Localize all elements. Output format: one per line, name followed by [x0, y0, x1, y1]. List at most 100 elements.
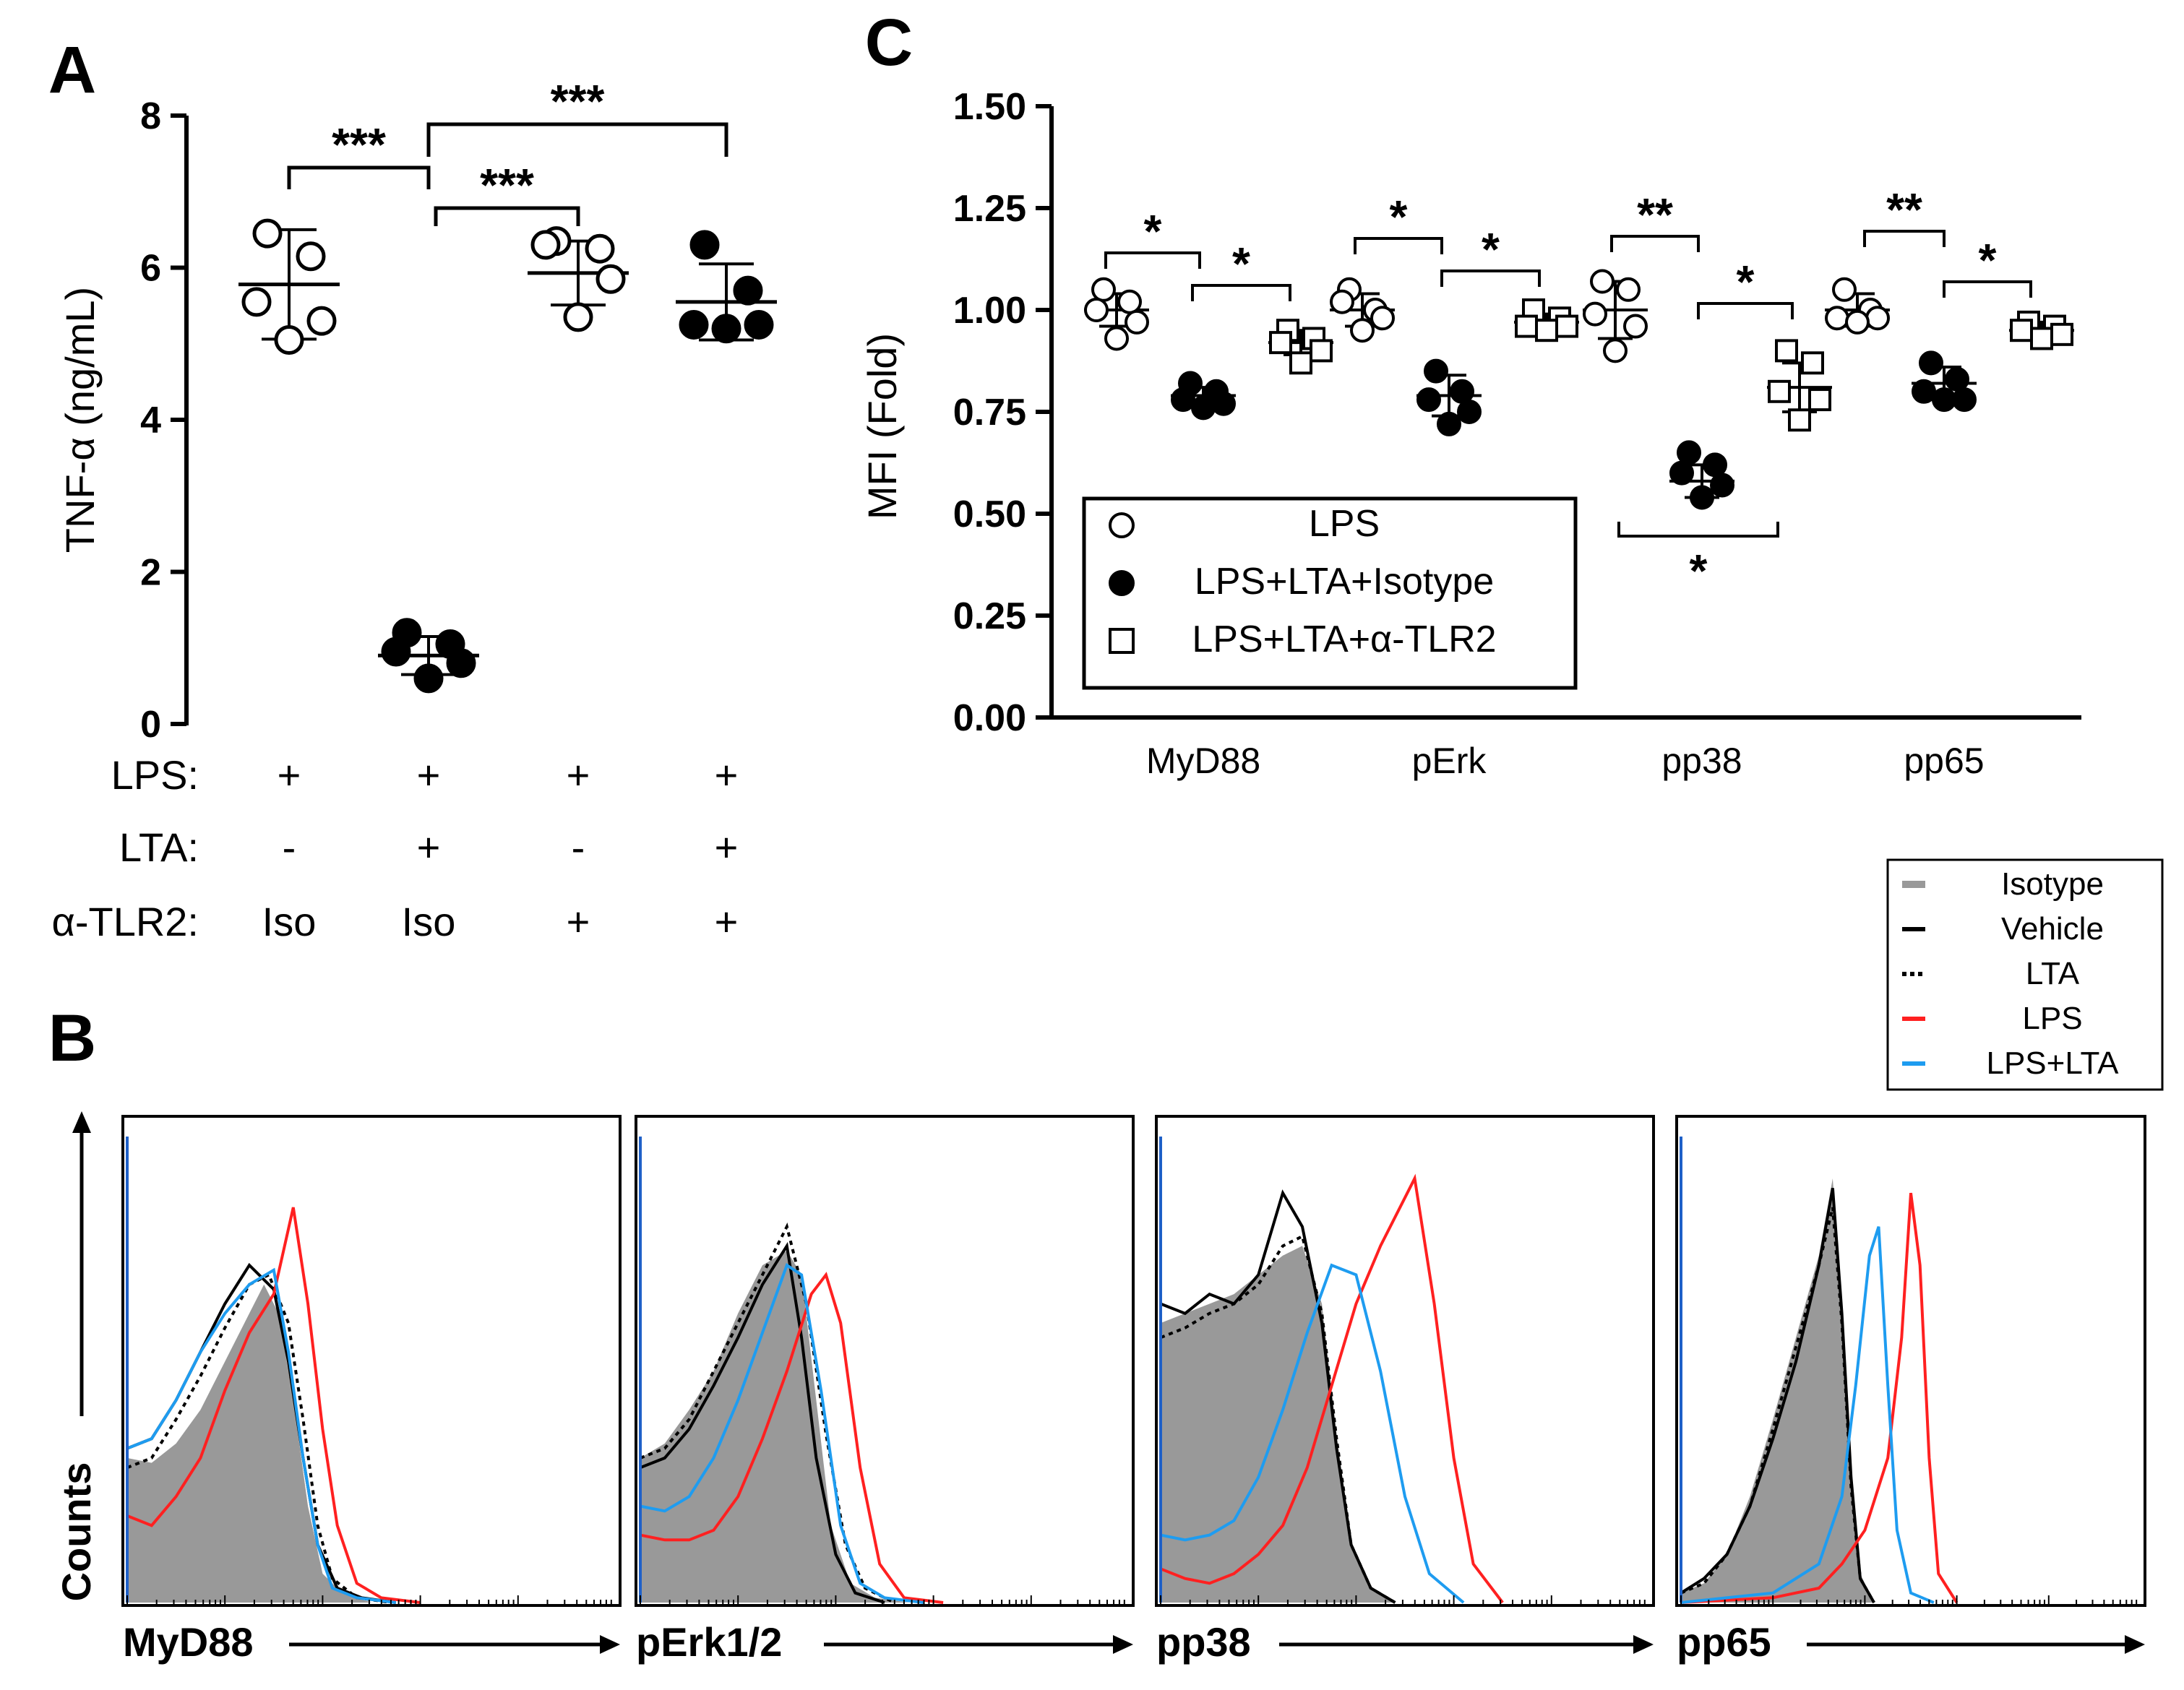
- b-curve-lps: [640, 1272, 944, 1604]
- c-data-point: [1952, 387, 1977, 413]
- b-histogram-pp65: pp65: [1675, 1115, 2146, 1665]
- a-data-point: [274, 324, 304, 355]
- c-data-point: [1555, 314, 1578, 338]
- a-condition-row-label: LPS:: [111, 752, 199, 798]
- c-y-tick-label: 0.25: [953, 595, 1026, 637]
- c-legend-marker: [1109, 628, 1135, 654]
- c-significance-bracket: [1943, 280, 2032, 298]
- a-data-point: [241, 287, 272, 317]
- c-data-point: [1788, 408, 1811, 432]
- c-data-point: [1590, 269, 1615, 294]
- b-x-label: pp38: [1156, 1619, 1251, 1665]
- c-significance-stars: *: [1232, 238, 1250, 290]
- c-legend-marker: [1109, 570, 1135, 596]
- b-curve-vehicle: [1160, 1189, 1396, 1604]
- c-data-point: [1623, 314, 1648, 339]
- a-group-2: [378, 618, 479, 694]
- a-data-point: [413, 663, 444, 694]
- b-legend-label: Vehicle: [2001, 911, 2104, 947]
- b-counts-label: Counts: [53, 1462, 99, 1602]
- a-condition-value: +: [417, 752, 441, 798]
- b-histogram-perk12: pErk1/2: [635, 1115, 1135, 1665]
- a-data-point: [744, 309, 774, 340]
- b-curve-lps: [1160, 1173, 1504, 1604]
- c-data-point: [1084, 298, 1109, 322]
- a-condition-value: +: [278, 752, 301, 798]
- b-curve-lpslta: [1680, 1226, 1935, 1604]
- c-data-point: [1211, 391, 1236, 416]
- c-y-tick-label: 1.50: [953, 86, 1026, 128]
- a-y-tick-label: 0: [140, 704, 161, 746]
- a-data-point: [446, 648, 476, 678]
- c-data-point: [1191, 395, 1216, 421]
- a-y-axis-title: TNF-α (ng/mL): [57, 287, 103, 553]
- a-data-point: [381, 637, 411, 667]
- c-data-point: [1117, 289, 1142, 314]
- c-data-point: [1768, 379, 1791, 403]
- b-x-arrow-head: [2125, 1635, 2145, 1654]
- c-data-point: [1603, 338, 1628, 363]
- a-significance-bracket: [434, 206, 580, 226]
- c-data-point: [1535, 319, 1558, 342]
- b-curve-lta: [1160, 1234, 1396, 1604]
- a-data-point: [296, 241, 326, 272]
- b-curve-lpslta: [1160, 1263, 1465, 1604]
- a-y-tick-label: 2: [140, 552, 161, 594]
- c-category-label: pp38: [1661, 741, 1742, 781]
- panel-label-a: A: [48, 33, 96, 107]
- c-data-point: [1801, 351, 1824, 375]
- a-y-tick-label: 4: [140, 400, 161, 441]
- b-curve-vehicle: [640, 1241, 885, 1604]
- c-legend-label: LPS+LTA+Isotype: [1195, 561, 1494, 603]
- c-data-point: [1912, 379, 1936, 404]
- c-category-label: pp65: [1904, 741, 1984, 781]
- c-significance-stars: *: [1690, 545, 1708, 597]
- a-y-tick-label: 6: [140, 248, 161, 290]
- c-data-point: [1945, 366, 1969, 392]
- b-x-label: MyD88: [123, 1619, 254, 1665]
- c-data-point: [1350, 318, 1375, 343]
- a-significance-bracket: [426, 122, 728, 157]
- c-significance-bracket: [1354, 237, 1443, 254]
- c-significance-stars: *: [1737, 256, 1755, 308]
- b-curve-lps: [126, 1207, 421, 1604]
- b-isotype-area: [1681, 1178, 1875, 1603]
- c-y-tick-label: 1.00: [953, 290, 1026, 332]
- b-curve-lta: [640, 1223, 895, 1604]
- a-data-point: [563, 302, 593, 332]
- a-significance-stars: ***: [480, 159, 534, 211]
- c-series-3: [1268, 298, 2074, 432]
- b-legend-label: Isotype: [2001, 866, 2104, 902]
- a-significance-stars: ***: [551, 75, 605, 127]
- a-condition-value: -: [572, 824, 585, 870]
- b-curve-lta: [1680, 1207, 1875, 1603]
- a-significance-stars: ***: [332, 118, 386, 171]
- c-data-point: [1845, 309, 1870, 335]
- a-group-4: [676, 230, 777, 344]
- b-legend-label: LTA: [2026, 956, 2080, 991]
- c-significance-stars: **: [1886, 184, 1922, 236]
- a-condition-value: Iso: [262, 899, 317, 944]
- a-condition-value: +: [715, 752, 739, 798]
- a-condition-value: +: [715, 899, 739, 944]
- b-isotype-area: [640, 1251, 909, 1603]
- c-data-point: [1437, 411, 1461, 436]
- a-data-point: [306, 306, 337, 336]
- a-condition-value: +: [417, 824, 441, 870]
- a-data-point: [585, 233, 615, 264]
- c-data-point: [1690, 485, 1714, 510]
- b-x-label: pp65: [1677, 1619, 1771, 1665]
- c-legend: LPS LPS+LTA+Isotype LPS+LTA+α-TLR2: [1082, 496, 1578, 690]
- c-data-point: [1832, 277, 1857, 302]
- a-data-point: [711, 314, 741, 344]
- b-curve-lpslta: [640, 1263, 924, 1604]
- c-data-point: [1269, 331, 1292, 355]
- c-data-point: [1125, 309, 1149, 335]
- c-y-tick-label: 0.00: [953, 697, 1026, 739]
- b-x-arrow-head: [1633, 1635, 1654, 1654]
- a-data-point: [733, 275, 763, 306]
- c-data-point: [1450, 379, 1474, 404]
- c-series-2: [1171, 350, 1977, 510]
- c-significance-stars: **: [1637, 189, 1673, 241]
- c-significance-bracket: [1697, 302, 1794, 319]
